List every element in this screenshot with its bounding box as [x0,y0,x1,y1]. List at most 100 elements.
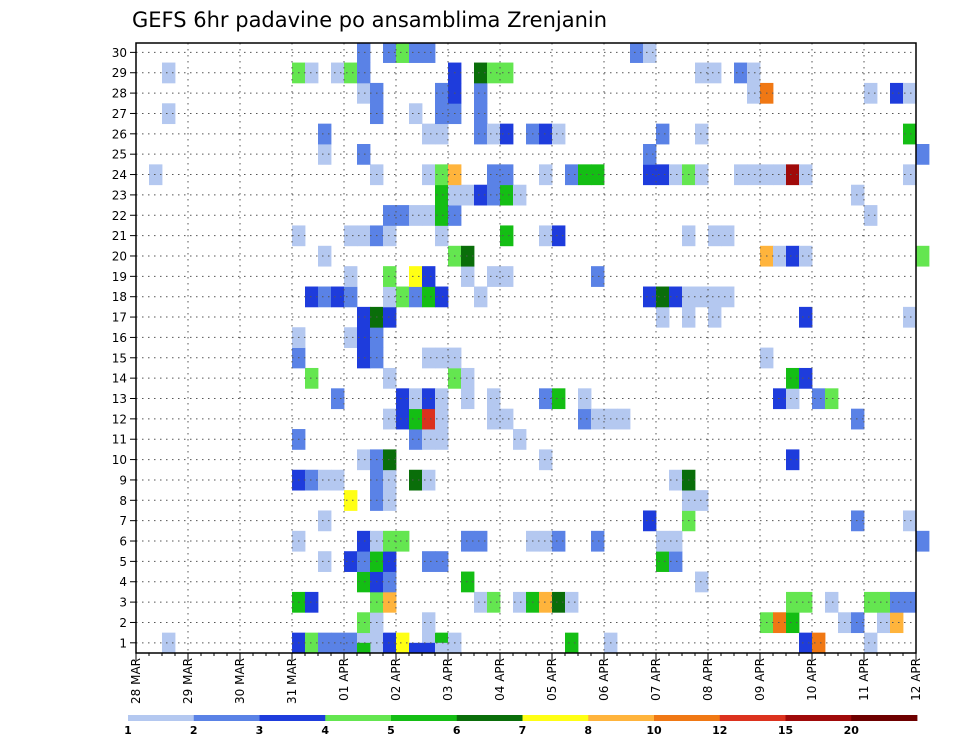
heatmap-cell [435,225,449,247]
heatmap-cell [305,469,319,491]
heatmap-cell [565,591,579,613]
heatmap-cell [422,347,436,369]
legend-color-swatch [785,715,852,721]
heatmap-cell [435,388,449,410]
heatmap-cell [435,103,449,125]
heatmap-cell [357,306,371,328]
heatmap-cell [552,388,566,410]
heatmap-cell [383,43,397,63]
heatmap-cell [409,388,423,410]
heatmap-cell [357,571,371,593]
heatmap-cell [643,144,657,165]
heatmap-cell [773,388,787,410]
heatmap-cell [487,123,501,145]
heatmap-cell [162,632,176,654]
heatmap-cell [851,184,865,206]
legend-label: 2 [190,724,198,737]
heatmap-cell [461,571,475,593]
heatmap-cell [357,612,371,634]
heatmap-cell [565,632,579,654]
x-axis: 28 MAR 29 MAR 30 MAR 31 MAR 01 APR 02 APR 03 A… [129,653,923,704]
x-tick-label: 30 MAR [233,658,247,704]
y-tick-label: 21 [112,229,127,243]
x-tick-label: 11 APR [857,658,871,701]
heatmap-cell [656,123,670,145]
heatmap-cell [383,266,397,287]
y-tick-label: 23 [112,188,127,202]
heatmap-cell [383,286,397,308]
y-tick-label: 7 [119,514,127,528]
heatmap-cell [422,642,436,654]
legend-color-swatch [456,715,523,721]
heatmap-cell [500,225,514,247]
plot-grid [136,43,916,653]
heatmap-cell [357,225,371,247]
legend-color-swatch [851,715,918,721]
heatmap-cell [864,591,878,613]
y-tick-label: 3 [119,596,127,610]
heatmap-cell [357,43,371,63]
heatmap-cell [799,367,813,389]
heatmap-cell [422,612,436,634]
heatmap-cell [799,306,813,328]
heatmap-cell [357,62,371,84]
heatmap-cell [591,164,605,186]
heatmap-cell [890,591,904,613]
heatmap-cell [708,62,722,84]
heatmap-cell [409,286,423,308]
heatmap-cell [708,225,722,247]
x-tick-label: 31 MAR [285,658,299,704]
heatmap-cell [903,164,917,186]
heatmap-cell [890,612,904,634]
heatmap-cell [539,123,553,145]
heatmap-cell [409,103,423,125]
heatmap-cell [890,82,904,104]
heatmap-cell [344,286,358,308]
x-tick-label: 10 APR [805,658,819,701]
heatmap-cell [474,286,488,308]
heatmap-cell [864,205,878,226]
heatmap-cell [383,571,397,593]
heatmap-cell [357,530,371,552]
legend-label: 12 [712,724,727,737]
heatmap-cell [513,184,527,206]
x-tick-label: 01 APR [337,658,351,701]
heatmap-cell [461,266,475,287]
heatmap-cell [864,82,878,104]
heatmap-cell [331,388,345,410]
heatmap-cell [500,164,514,186]
heatmap-cell [383,551,397,572]
heatmap-cell [591,266,605,287]
heatmap-cell [435,164,449,186]
heatmap-cell [435,123,449,145]
heatmap-cell [422,205,436,226]
heatmap-cell [331,62,345,84]
legend-label: 1 [124,724,132,737]
heatmap-cell [812,388,826,410]
heatmap-cell [799,632,813,654]
heatmap-cell [539,449,553,471]
y-tick-label: 11 [112,433,127,447]
legend-color-swatch [391,715,458,721]
heatmap-cell [318,245,332,267]
x-tick-label: 03 APR [441,658,455,701]
heatmap-cell [344,62,358,84]
heatmap-cell [825,591,839,613]
y-tick-label: 15 [112,351,127,365]
heatmap-cell [500,266,514,287]
heatmap-cell [695,286,709,308]
heatmap-cell [513,429,527,450]
heatmap-cell [799,164,813,186]
heatmap-cell [903,82,917,104]
heatmap-cell [591,530,605,552]
heatmap-cell [786,164,800,186]
legend-label: 6 [453,724,461,737]
heatmap-cell [474,591,488,613]
y-tick-label: 1 [119,636,127,650]
y-axis: 1234567891011121314151617181920212223242… [112,46,136,650]
y-tick-label: 25 [112,148,127,162]
heatmap-cell [435,347,449,369]
heatmap-cell [422,429,436,450]
heatmap-cell [422,43,436,63]
legend-color-swatch [128,715,195,721]
